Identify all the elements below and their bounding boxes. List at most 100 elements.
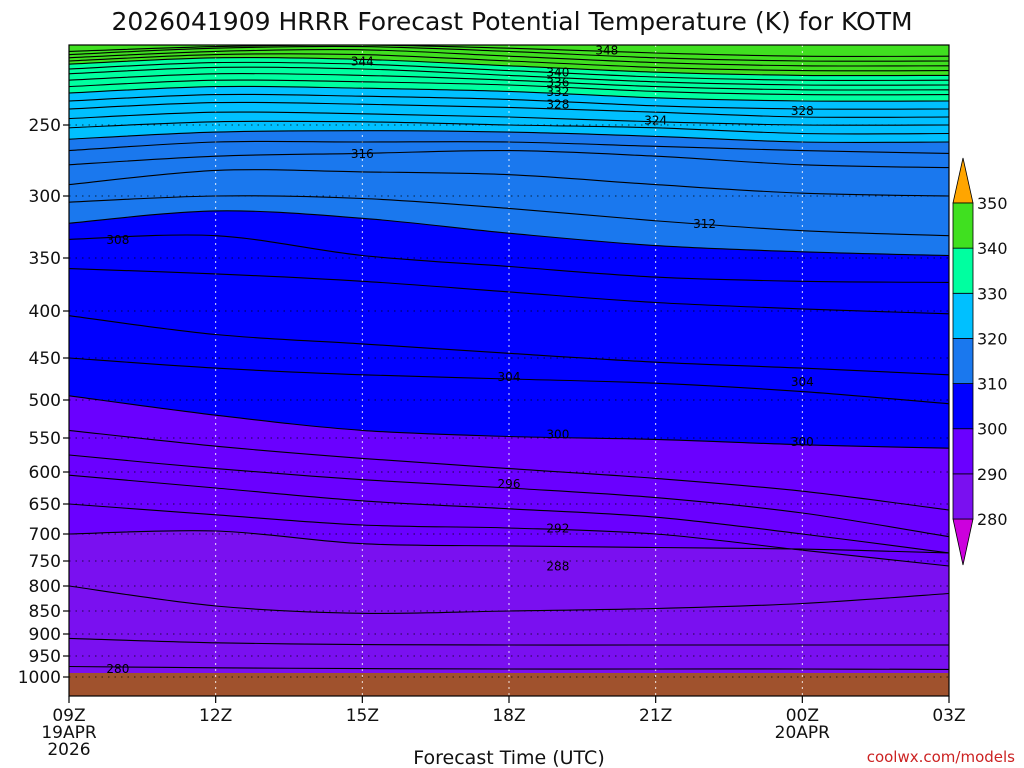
contour-line-326 [69, 101, 949, 118]
contour-line-310 [69, 210, 949, 257]
contour-line-288 [69, 585, 949, 615]
contour-line-324 [69, 111, 949, 126]
contour-line-304 [69, 315, 949, 376]
colorbar-label: 340 [977, 239, 1008, 258]
contour-line-340 [69, 56, 949, 77]
contour-line-346 [69, 45, 949, 62]
contour-line-322 [69, 120, 949, 135]
colorbar-bottom-arrow [952, 518, 974, 566]
colorbar-label: 350 [977, 194, 1008, 213]
contour-line-338 [69, 61, 949, 81]
contour-line-318 [69, 140, 949, 154]
contour-line-328 [69, 93, 949, 110]
y-tick-label: 1000 [18, 668, 61, 688]
y-tick-label: 300 [29, 187, 61, 207]
contour-line-302 [69, 357, 949, 405]
colorbar-swatch [952, 338, 974, 384]
contour-line-300 [69, 395, 949, 449]
contour-line-296 [69, 454, 949, 538]
colorbar: 280 290 300 310 320 330 340 350 [952, 157, 1008, 566]
contour-label: 336 [546, 75, 569, 89]
y-tick-label: 900 [29, 625, 61, 645]
contour-line-330 [69, 85, 949, 102]
y-axis-ticks: 250 300 350 400 450 500 550 600 650 700 750 800 850 9… [18, 116, 69, 688]
y-tick-label: 800 [29, 577, 61, 597]
contour-label: 324 [644, 114, 667, 128]
contour-line-334 [69, 73, 949, 91]
contour-line-306 [69, 268, 949, 315]
colorbar-swatch [952, 202, 974, 249]
contour-label: 308 [106, 233, 129, 247]
contour-label: 296 [498, 477, 521, 491]
x-tick-label: 15Z [346, 706, 379, 726]
ground-surface [69, 673, 949, 696]
contour-label: 292 [546, 522, 569, 536]
colorbar-label: 280 [977, 510, 1008, 529]
contour-label: 280 [106, 662, 129, 676]
contour-line-312 [69, 195, 949, 237]
x-tick-label: 03Z [932, 706, 965, 726]
contour-line-316 [69, 149, 949, 169]
contour-label: 300 [546, 428, 569, 442]
contour-line-320 [69, 130, 949, 143]
contour-label: 328 [546, 98, 569, 112]
contour-line-344 [69, 48, 949, 67]
theta-contour-lines [69, 45, 949, 670]
contour-label: 340 [546, 66, 569, 80]
x-tick-label: 09Z [52, 706, 85, 726]
contour-line-336 [69, 66, 949, 86]
contour-label: 332 [546, 85, 569, 99]
contour-label: 328 [791, 104, 814, 118]
contour-label: 304 [498, 370, 521, 384]
credit-text: coolwx.com/models [867, 748, 1015, 766]
y-tick-label: 250 [29, 116, 61, 136]
contour-label: 288 [546, 560, 569, 574]
contour-line-294 [69, 474, 949, 554]
colorbar-swatch [952, 292, 974, 339]
x-tick-label: 18Z [492, 706, 525, 726]
colorbar-swatch [952, 247, 974, 294]
colorbar-label: 330 [977, 284, 1008, 303]
colorbar-swatch [952, 383, 974, 430]
contour-line-298 [69, 429, 949, 511]
y-tick-label: 350 [29, 249, 61, 269]
y-tick-label: 700 [29, 525, 61, 545]
contour-line-348 [69, 45, 949, 57]
y-tick-label: 950 [29, 647, 61, 667]
y-tick-label: 500 [29, 391, 61, 411]
x-tick-label: 12Z [199, 706, 232, 726]
y-tick-label: 450 [29, 349, 61, 369]
y-tick-label: 750 [29, 552, 61, 572]
colorbar-swatch [952, 428, 974, 475]
contour-line-314 [69, 169, 949, 197]
y-tick-label: 850 [29, 602, 61, 622]
contour-label: 300 [791, 435, 814, 449]
contour-label: 316 [351, 147, 374, 161]
contour-line-292 [69, 503, 949, 567]
colorbar-top-arrow [952, 157, 974, 204]
contour-line-342 [69, 53, 949, 72]
contour-line-308 [69, 234, 949, 283]
x-tick-date: 19APR [41, 723, 97, 743]
y-tick-label: 650 [29, 495, 61, 515]
x-axis-label: Forecast Time (UTC) [413, 747, 604, 768]
contour-line-332 [69, 79, 949, 96]
x-tick-date: 20APR [775, 723, 831, 743]
x-tick-label: 00Z [786, 706, 819, 726]
y-tick-label: 600 [29, 463, 61, 483]
contour-line-284 [69, 665, 949, 670]
contour-label: 344 [351, 55, 374, 69]
x-tick-label: 21Z [639, 706, 672, 726]
y-tick-label: 400 [29, 302, 61, 322]
contour-line-290 [69, 530, 949, 554]
colorbar-label: 320 [977, 329, 1008, 348]
x-tick-year: 2026 [47, 740, 90, 760]
colorbar-label: 310 [977, 375, 1008, 394]
colorbar-label: 300 [977, 420, 1008, 439]
chart-title: 2026041909 HRRR Forecast Potential Tempe… [111, 7, 912, 36]
colorbar-swatch [952, 473, 974, 520]
contour-label: 304 [791, 375, 814, 389]
